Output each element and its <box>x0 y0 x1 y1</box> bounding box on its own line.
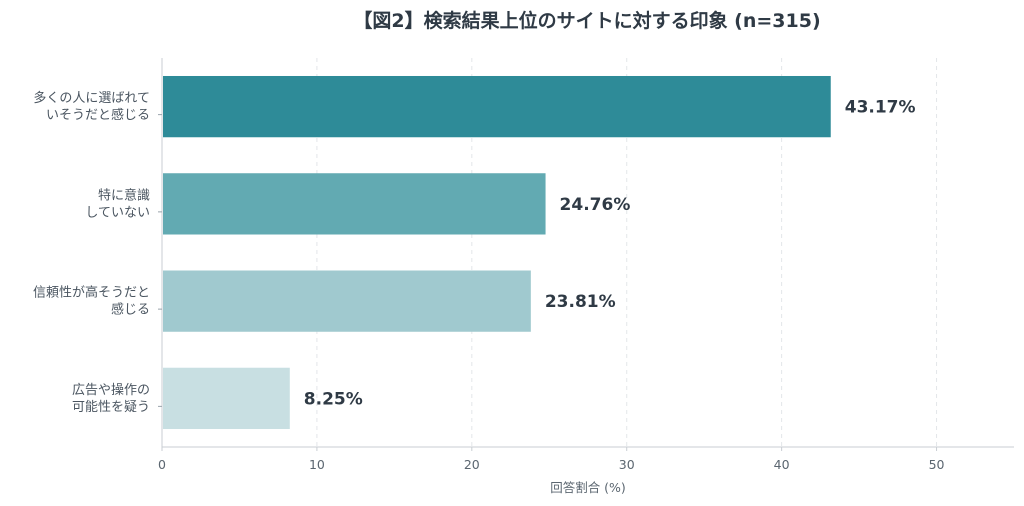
category-label: 特に意識 <box>98 187 150 203</box>
category-label: 信頼性が高そうだと <box>33 285 150 301</box>
category-label: 感じる <box>111 302 150 318</box>
category-labels: 多くの人に選ばれていそうだと感じる特に意識していない信頼性が高そうだと感じる広告… <box>33 90 162 415</box>
bar <box>163 173 546 235</box>
x-tick-label: 50 <box>929 457 945 472</box>
category-label: 可能性を疑う <box>72 399 150 415</box>
chart-title: 【図2】検索結果上位のサイトに対する印象 (n=315) <box>353 10 821 32</box>
x-tick-label: 30 <box>619 457 635 472</box>
category-label: していない <box>85 205 150 220</box>
axes <box>161 58 1014 448</box>
value-label: 23.81% <box>545 292 616 312</box>
value-labels: 43.17% 24.76% 23.81% 8.25% <box>304 98 916 410</box>
value-label: 43.17% <box>845 98 916 118</box>
x-tick-label: 0 <box>158 457 166 472</box>
bars <box>163 75 831 430</box>
x-tick-label: 40 <box>774 457 790 472</box>
x-axis-label: 回答割合 (%) <box>550 480 626 495</box>
category-label: いそうだと感じる <box>46 107 150 123</box>
value-label: 24.76% <box>560 195 631 215</box>
bar <box>163 270 531 332</box>
category-label: 多くの人に選ばれて <box>33 90 150 106</box>
category-label: 広告や操作の <box>72 382 150 398</box>
value-label: 8.25% <box>304 389 363 409</box>
x-tick-label: 20 <box>464 457 480 472</box>
bar <box>163 75 831 138</box>
bar <box>163 367 290 430</box>
x-tick-label: 10 <box>309 457 325 472</box>
x-ticks: 0 10 20 30 40 50 <box>158 447 945 472</box>
